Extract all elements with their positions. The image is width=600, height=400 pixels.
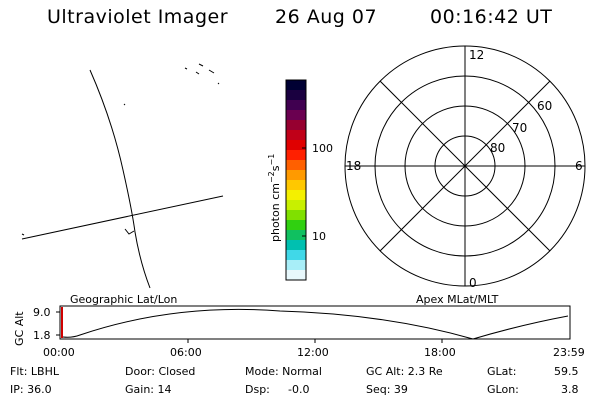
map-speck [208, 69, 215, 74]
observation-time: 00:16:42 UT [430, 6, 553, 28]
colorbar-swatch [286, 200, 306, 211]
unit-exp1: −2 [267, 171, 276, 183]
lat-label-80: 80 [490, 141, 505, 155]
x-tick-label-0600: 06:00 [170, 346, 202, 359]
colorbar-swatch [286, 130, 306, 141]
map-speck [123, 103, 126, 106]
map-speck [198, 63, 204, 67]
sequence-readout: Seq: 39 [366, 383, 408, 396]
filter-readout: Flt: LBHL [10, 365, 59, 378]
lat-label-60: 60 [537, 99, 552, 113]
glat-value: 59.5 [554, 365, 579, 378]
x-tick-label-1200: 12:00 [297, 346, 329, 359]
colorbar-swatch [286, 120, 306, 131]
colorbar-swatch [286, 90, 306, 101]
colorbar: 100 10 photon cm−2s−1 [267, 79, 333, 281]
colorbar-swatch [286, 110, 306, 121]
polar-plot [344, 45, 586, 287]
mlt-label-0: 0 [469, 276, 477, 290]
mlt-label-18: 18 [346, 159, 361, 173]
altitude-timeline: GC Alt 9.0 1.8 [13, 305, 571, 346]
map-speck [21, 233, 25, 236]
colorbar-swatch [286, 80, 306, 91]
lat-label-70: 70 [512, 121, 527, 135]
timeline-ylabel: GC Alt [13, 311, 26, 346]
glon-label: GLon: [487, 383, 519, 396]
polar-diagonal [379, 80, 551, 252]
terminator-mark [124, 228, 135, 235]
geographic-latlon-label: Geographic Lat/Lon [70, 293, 178, 306]
colorbar-swatch [286, 220, 306, 231]
gain-readout: Gain: 14 [125, 383, 172, 396]
map-speck [184, 67, 188, 70]
glat-label: GLat: [487, 365, 517, 378]
colorbar-swatch [286, 260, 306, 271]
observation-date: 26 Aug 07 [275, 6, 378, 28]
colorbar-swatch [286, 240, 306, 251]
parallel-line [21, 195, 224, 240]
colorbar-frame [285, 79, 307, 281]
altitude-curve [62, 308, 569, 340]
apex-mlat-mlt-label: Apex MLat/MLT [416, 293, 499, 306]
door-readout: Door: Closed [125, 365, 196, 378]
x-tick-label-2359: 23:59 [553, 346, 585, 359]
colorbar-swatch [286, 270, 306, 281]
x-tick-label-1800: 18:00 [424, 346, 456, 359]
unit-mid: s [269, 165, 282, 171]
map-speck [195, 71, 200, 75]
unit-exp2: −1 [267, 154, 276, 166]
dsp-label: Dsp: [245, 383, 270, 396]
colorbar-tick-100: 100 [312, 142, 333, 155]
colorbar-tick-10: 10 [312, 230, 326, 243]
colorbar-swatch [286, 180, 306, 191]
unit-prefix: photon cm [269, 183, 282, 242]
timeline-frame [59, 305, 571, 340]
x-tick-label-0000: 00:00 [43, 346, 75, 359]
colorbar-swatch [286, 100, 306, 111]
colorbar-unit-label: photon cm−2s−1 [267, 154, 282, 242]
polar-labels: 12 18 6 0 60 70 80 [346, 48, 583, 290]
ip-readout: IP: 36.0 [10, 383, 52, 396]
geographic-map [21, 63, 224, 289]
dsp-value: -0.0 [288, 383, 310, 396]
mode-readout: Mode: Normal [245, 365, 322, 378]
colorbar-swatch [286, 170, 306, 181]
meridian-line [89, 69, 151, 289]
gc-altitude-readout: GC Alt: 2.3 Re [366, 365, 443, 378]
colorbar-swatches [286, 80, 306, 281]
colorbar-swatch [286, 160, 306, 171]
y-tick-label-bottom: 1.8 [33, 329, 51, 342]
colorbar-swatch [286, 150, 306, 161]
instrument-title: Ultraviolet Imager [47, 6, 229, 28]
colorbar-swatch [286, 210, 306, 221]
glon-value: 3.8 [561, 383, 579, 396]
mlt-label-6: 6 [575, 159, 583, 173]
colorbar-swatch [286, 190, 306, 201]
colorbar-swatch [286, 230, 306, 241]
map-speck [217, 82, 220, 85]
colorbar-swatch [286, 250, 306, 261]
colorbar-swatch [286, 140, 306, 151]
y-tick-label-top: 9.0 [33, 306, 51, 319]
mlt-label-12: 12 [469, 48, 484, 62]
